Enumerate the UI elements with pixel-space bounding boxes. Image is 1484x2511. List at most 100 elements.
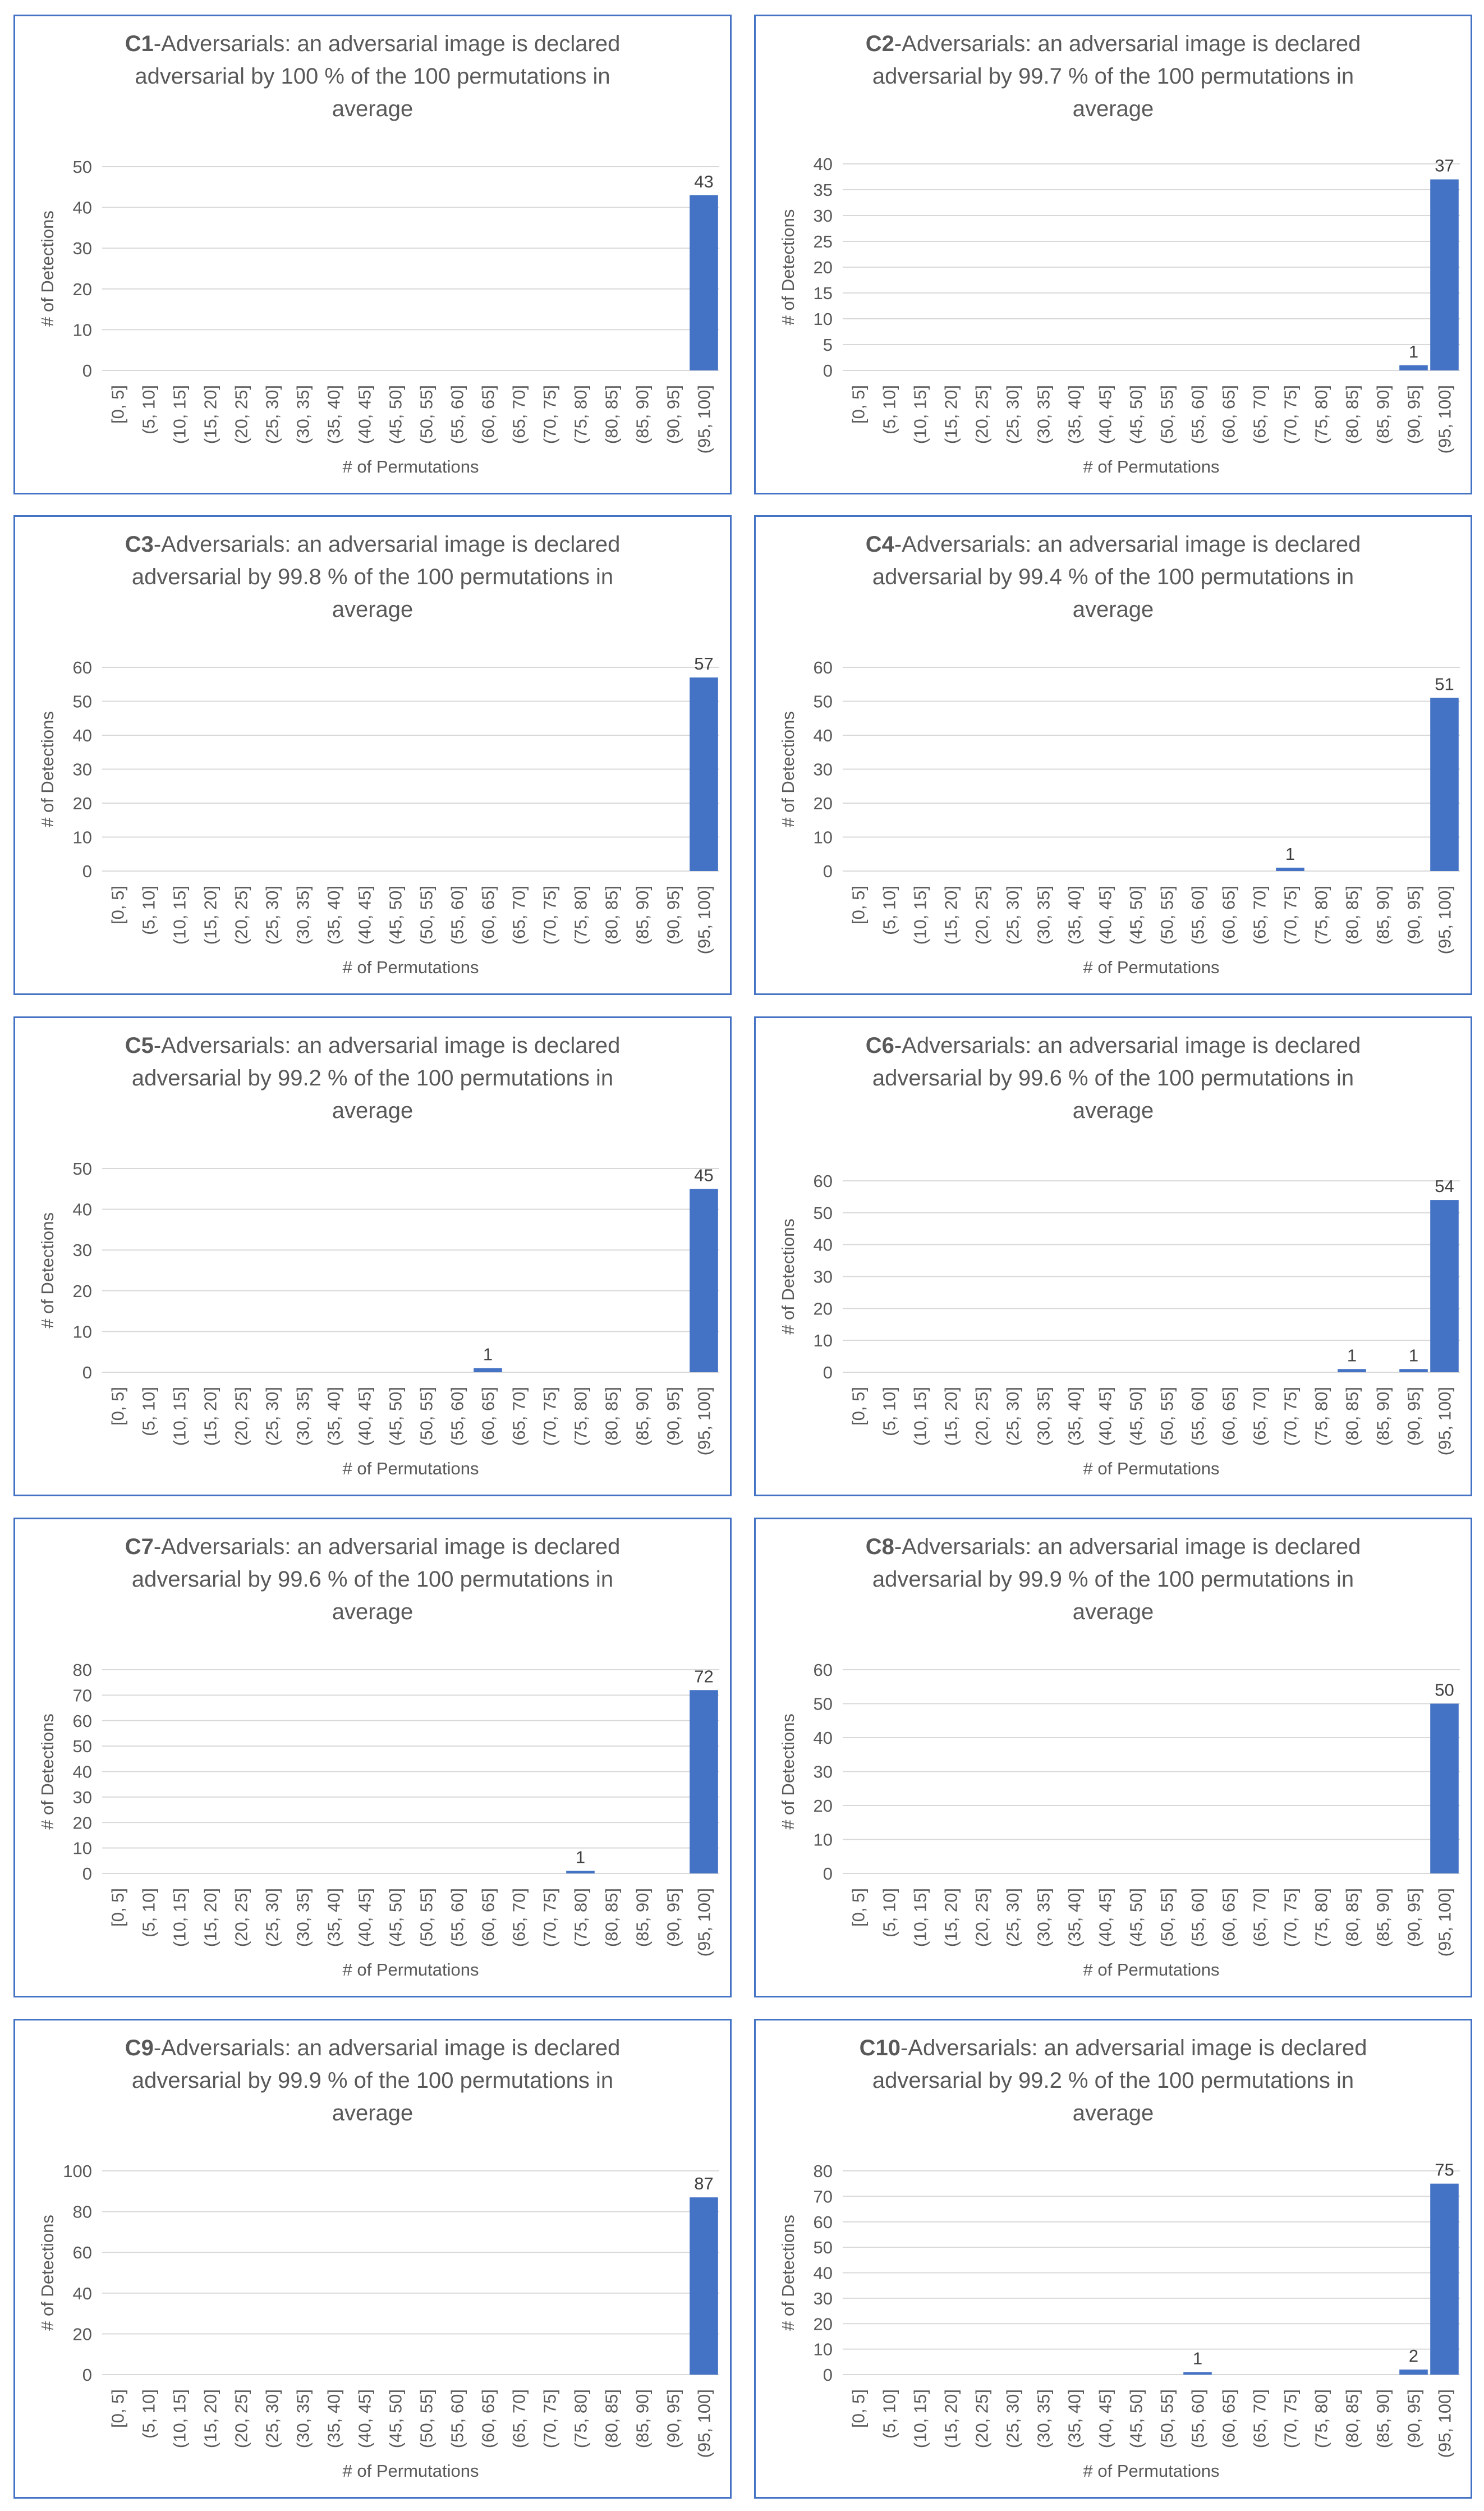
x-tick-label: (10, 15] (170, 385, 190, 444)
y-tick-label: 20 (814, 1299, 833, 1318)
x-tick-label: (50, 55] (417, 385, 437, 444)
y-tick-label: 10 (814, 309, 833, 329)
x-tick-label: (20, 25] (972, 385, 992, 444)
bar (1430, 179, 1459, 370)
bar (1276, 867, 1304, 871)
x-tick-label: (95, 100] (1435, 1387, 1455, 1455)
y-tick-label: 25 (814, 232, 833, 251)
chart-title-id: C8 (866, 1534, 894, 1559)
y-tick-label: 50 (814, 2238, 833, 2257)
bar (1399, 365, 1428, 370)
y-tick-label: 50 (73, 1736, 92, 1756)
x-tick-label: (60, 65] (1219, 1387, 1239, 1446)
x-tick-label: (60, 65] (479, 385, 498, 444)
x-tick-label: [0, 5] (849, 1888, 869, 1927)
y-tick-label: 50 (73, 157, 92, 177)
x-tick-label: (70, 75] (1281, 1888, 1301, 1947)
x-tick-label: (35, 40] (324, 385, 344, 444)
x-tick-label: (85, 90] (1373, 886, 1393, 945)
x-tick-label: (10, 15] (170, 1888, 190, 1947)
chart-title-text: -Adversarials: an adversarial image is d… (154, 2036, 620, 2060)
x-tick-label: (30, 35] (1034, 886, 1054, 945)
chart-title-text: -Adversarials: an adversarial image is d… (154, 1534, 620, 1559)
y-tick-label: 30 (814, 2289, 833, 2308)
y-tick-label: 0 (82, 2365, 92, 2385)
chart-title-text: -Adversarials: an adversarial image is d… (900, 2036, 1367, 2060)
x-tick-label: (80, 85] (1343, 1888, 1362, 1947)
y-tick-label: 20 (73, 794, 92, 813)
y-axis-label: # of Detections (778, 1218, 798, 1335)
x-axis-label: # of Permutations (343, 1459, 479, 1478)
y-tick-label: 15 (814, 283, 833, 303)
chart-title-line-3: average (332, 97, 414, 121)
chart-panel-c2: C2-Adversarials: an adversarial image is… (754, 15, 1472, 494)
x-tick-label: (75, 80] (1312, 385, 1331, 444)
bar (1430, 698, 1459, 871)
x-tick-label: (70, 75] (540, 1387, 560, 1446)
x-tick-label: (65, 70] (509, 2389, 529, 2448)
chart-title-id: C6 (866, 1033, 894, 1058)
chart-title-line-1: C7-Adversarials: an adversarial image is… (125, 1534, 621, 1559)
x-tick-label: (50, 55] (417, 1888, 437, 1947)
x-tick-label: (15, 20] (201, 886, 220, 945)
bar-value-label: 75 (1435, 2160, 1454, 2180)
bar (1430, 2183, 1459, 2375)
chart-panel-c5: C5-Adversarials: an adversarial image is… (13, 1016, 732, 1496)
chart-title-line-3: average (1073, 97, 1154, 121)
y-tick-label: 100 (63, 2161, 92, 2181)
y-axis-label: # of Detections (778, 209, 798, 326)
x-tick-label: (5, 10] (880, 385, 899, 434)
x-tick-label: (35, 40] (324, 2389, 344, 2448)
x-tick-label: (10, 15] (911, 385, 930, 444)
x-tick-label: (90, 95] (1404, 385, 1424, 444)
x-tick-label: (90, 95] (1404, 886, 1424, 945)
x-tick-label: (5, 10] (880, 1387, 899, 1436)
y-tick-label: 60 (814, 2212, 833, 2232)
x-tick-label: (65, 70] (509, 1387, 529, 1446)
x-tick-label: (35, 40] (1065, 1888, 1085, 1947)
y-axis-label: # of Detections (778, 2215, 798, 2331)
y-axis-label: # of Detections (38, 2215, 57, 2331)
x-tick-label: (85, 90] (633, 1888, 653, 1947)
chart-title-line-3: average (1073, 1098, 1154, 1123)
chart-title-line-1: C3-Adversarials: an adversarial image is… (125, 532, 621, 557)
x-tick-label: [0, 5] (108, 886, 128, 924)
y-tick-label: 30 (73, 760, 92, 780)
x-tick-label: (90, 95] (1404, 1888, 1424, 1947)
y-tick-label: 60 (73, 2243, 92, 2262)
x-tick-label: (40, 45] (1096, 2389, 1115, 2448)
x-tick-label: (25, 30] (1003, 886, 1023, 945)
x-tick-label: [0, 5] (108, 1888, 128, 1927)
chart-title-text: -Adversarials: an adversarial image is d… (154, 31, 620, 56)
x-tick-label: (30, 35] (293, 886, 313, 945)
x-tick-label: (20, 25] (232, 1888, 251, 1947)
chart-title-id: C9 (125, 2036, 154, 2060)
x-tick-label: (75, 80] (571, 886, 591, 945)
x-tick-label: (25, 30] (263, 886, 282, 945)
y-tick-label: 60 (73, 658, 92, 677)
y-tick-label: 5 (823, 335, 833, 355)
x-tick-label: (10, 15] (170, 2389, 190, 2448)
x-tick-label: (25, 30] (263, 385, 282, 444)
x-tick-label: (10, 15] (170, 886, 190, 945)
x-tick-label: (50, 55] (417, 1387, 437, 1446)
x-tick-label: (55, 60] (448, 1387, 467, 1446)
x-tick-label: (50, 55] (1157, 2389, 1177, 2448)
x-tick-label: (45, 50] (1127, 886, 1146, 945)
x-tick-label: [0, 5] (849, 886, 869, 924)
chart-title-line-3: average (1073, 1600, 1154, 1624)
y-tick-label: 0 (82, 361, 92, 381)
x-tick-label: (95, 100] (1435, 1888, 1455, 1956)
x-tick-label: (45, 50] (386, 886, 406, 945)
x-tick-label: (70, 75] (1281, 1387, 1301, 1446)
chart-title-line-1: C10-Adversarials: an adversarial image i… (860, 2036, 1367, 2060)
y-tick-label: 10 (814, 1331, 833, 1350)
x-tick-label: (80, 85] (1343, 385, 1362, 444)
x-tick-label: (80, 85] (602, 886, 622, 945)
x-tick-label: (65, 70] (1250, 1387, 1270, 1446)
y-tick-label: 20 (814, 258, 833, 277)
y-tick-label: 20 (73, 2324, 92, 2344)
y-tick-label: 60 (814, 1660, 833, 1680)
x-tick-label: (25, 30] (1003, 1888, 1023, 1947)
bar-value-label: 1 (1409, 1345, 1418, 1365)
